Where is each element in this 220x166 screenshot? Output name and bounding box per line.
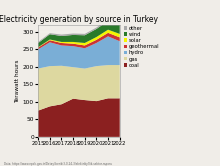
Title: Electricity generation by source in Turkey: Electricity generation by source in Turk… [0,15,158,24]
Text: Data: https://www.epdk.gov.tr/Detay/Icerik/3-0-24-3/elektrikyillik-sektor-raporu: Data: https://www.epdk.gov.tr/Detay/Icer… [4,162,112,166]
Y-axis label: Terawatt hours: Terawatt hours [15,59,20,103]
Legend: other, wind, solar, geothermal, hydro, gas, coal: other, wind, solar, geothermal, hydro, g… [123,25,160,68]
